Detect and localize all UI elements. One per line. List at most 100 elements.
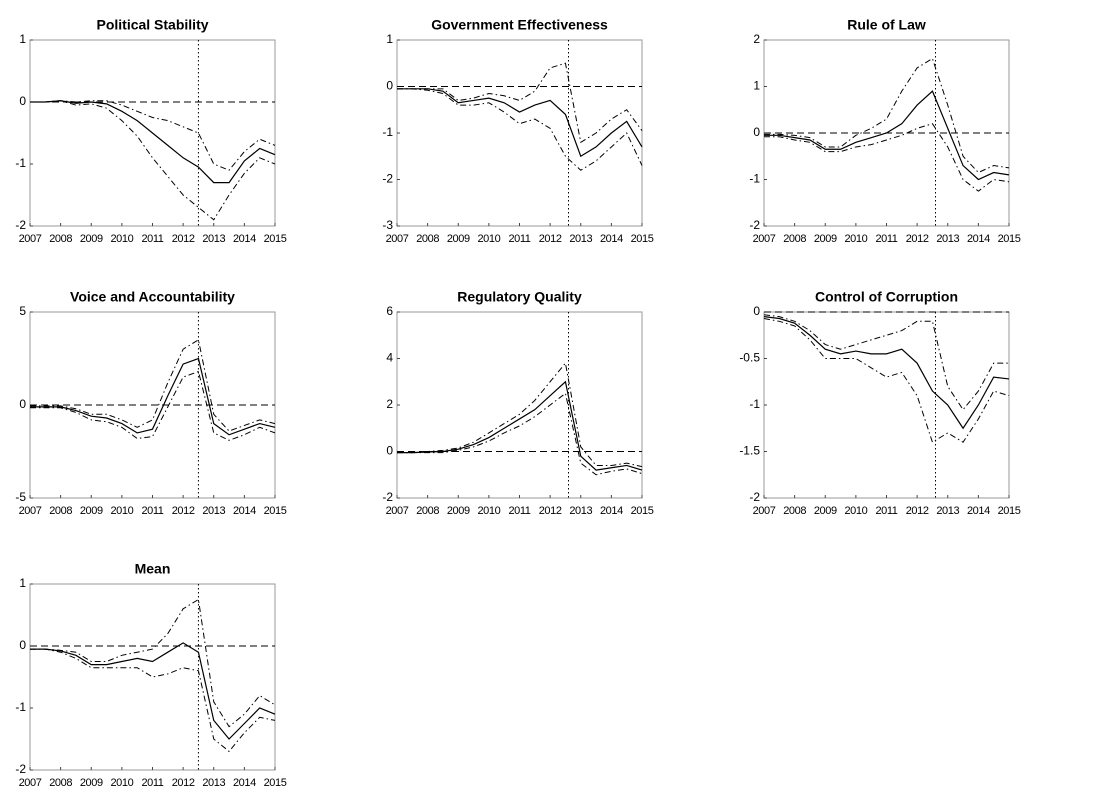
x-tick-label: 2014 [600, 233, 623, 245]
x-tick-label: 2013 [936, 233, 959, 245]
x-tick-label: 2013 [202, 233, 225, 245]
y-tick-label: -1 [15, 700, 26, 714]
x-tick-label: 2010 [110, 505, 133, 517]
x-tick-label: 2012 [906, 233, 929, 245]
series-line [764, 90, 1010, 181]
subplot-title: Control of Corruption [815, 289, 958, 305]
x-tick-label: 2010 [844, 233, 867, 245]
y-tick-label: -2 [382, 172, 393, 186]
x-tick-label: 2015 [264, 777, 287, 789]
x-tick-label: 2015 [998, 233, 1021, 245]
x-tick-label: 2015 [631, 505, 654, 517]
x-tick-label: 2011 [508, 233, 530, 245]
x-tick-label: 2011 [141, 233, 163, 245]
y-tick-label: 2 [753, 32, 760, 46]
series-line [397, 392, 643, 476]
subplot-title: Rule of Law [847, 17, 926, 33]
x-tick-label: 2012 [172, 505, 195, 517]
y-tick-label: -0.5 [739, 351, 760, 365]
y-tick-label: 0 [753, 125, 760, 139]
x-tick-label: 2013 [936, 505, 959, 517]
series-line [30, 598, 276, 728]
series-line [30, 357, 276, 436]
series-line [763, 318, 1010, 443]
y-tick-label: -1 [15, 156, 26, 170]
x-tick-label: 2010 [110, 233, 133, 245]
x-tick-label: 2015 [631, 233, 654, 245]
x-tick-label: 2008 [783, 233, 806, 245]
x-tick-label: 2013 [569, 505, 592, 517]
y-tick-label: -2 [382, 490, 393, 504]
y-tick-label: 0 [386, 444, 393, 458]
x-tick-label: 2012 [539, 233, 562, 245]
x-tick-label: 2011 [875, 233, 897, 245]
x-tick-label: 2012 [906, 505, 929, 517]
y-tick-label: 1 [386, 32, 393, 46]
y-tick-label: 4 [386, 351, 393, 365]
x-tick-label: 2014 [233, 505, 256, 517]
x-tick-label: 2015 [264, 505, 287, 517]
subplot-title: Political Stability [96, 17, 208, 33]
x-tick-label: 2014 [600, 505, 623, 517]
x-tick-label: 2014 [967, 233, 990, 245]
x-tick-label: 2009 [447, 505, 470, 517]
y-tick-label: 0 [19, 94, 26, 108]
y-tick-label: 0 [19, 638, 26, 652]
series-line [30, 100, 276, 171]
y-tick-label: -5 [15, 490, 26, 504]
series-line [30, 100, 276, 184]
plot-box [763, 311, 1010, 499]
series-line [397, 62, 643, 144]
y-tick-label: 0 [753, 304, 760, 318]
x-tick-label: 2008 [49, 505, 72, 517]
series-line [763, 314, 1009, 411]
y-tick-label: -1 [749, 172, 760, 186]
series-line [397, 88, 643, 171]
x-tick-label: 2011 [141, 777, 163, 789]
series-line [30, 100, 276, 221]
y-tick-label: 1 [19, 32, 26, 46]
x-tick-label: 2013 [202, 505, 225, 517]
series-line [397, 380, 643, 471]
y-tick-label: -2 [15, 762, 26, 776]
x-tick-label: 2007 [19, 777, 42, 789]
y-tick-label: -2 [749, 218, 760, 232]
x-tick-label: 2007 [386, 505, 409, 517]
y-tick-label: -1 [382, 125, 393, 139]
x-tick-label: 2012 [172, 777, 195, 789]
x-tick-label: 2015 [264, 233, 287, 245]
x-tick-label: 2009 [80, 777, 103, 789]
y-tick-label: 6 [386, 304, 393, 318]
series-line [30, 339, 276, 432]
x-tick-label: 2010 [844, 505, 867, 517]
x-tick-label: 2008 [416, 233, 439, 245]
subplot-title: Regulatory Quality [457, 289, 582, 305]
x-tick-label: 2013 [202, 777, 225, 789]
plot-box [29, 583, 276, 771]
y-tick-label: 5 [19, 304, 26, 318]
y-tick-label: -2 [749, 490, 760, 504]
x-tick-label: 2010 [110, 777, 133, 789]
y-tick-label: -3 [382, 218, 393, 232]
x-tick-label: 2008 [49, 233, 72, 245]
x-tick-label: 2008 [416, 505, 439, 517]
y-tick-label: 1 [19, 576, 26, 590]
series-line [30, 370, 276, 441]
x-tick-label: 2009 [814, 505, 837, 517]
series-line [30, 648, 276, 753]
x-tick-label: 2009 [814, 233, 837, 245]
x-tick-label: 2010 [477, 233, 500, 245]
series-line [764, 57, 1010, 174]
x-tick-label: 2007 [753, 233, 776, 245]
x-tick-label: 2007 [386, 233, 409, 245]
x-tick-label: 2008 [783, 505, 806, 517]
x-tick-label: 2007 [753, 505, 776, 517]
x-tick-label: 2012 [172, 233, 195, 245]
series-line [30, 642, 276, 740]
y-tick-label: -1.5 [739, 444, 760, 458]
x-tick-label: 2014 [233, 233, 256, 245]
x-tick-label: 2011 [508, 505, 530, 517]
x-tick-label: 2011 [141, 505, 163, 517]
x-tick-label: 2012 [539, 505, 562, 517]
